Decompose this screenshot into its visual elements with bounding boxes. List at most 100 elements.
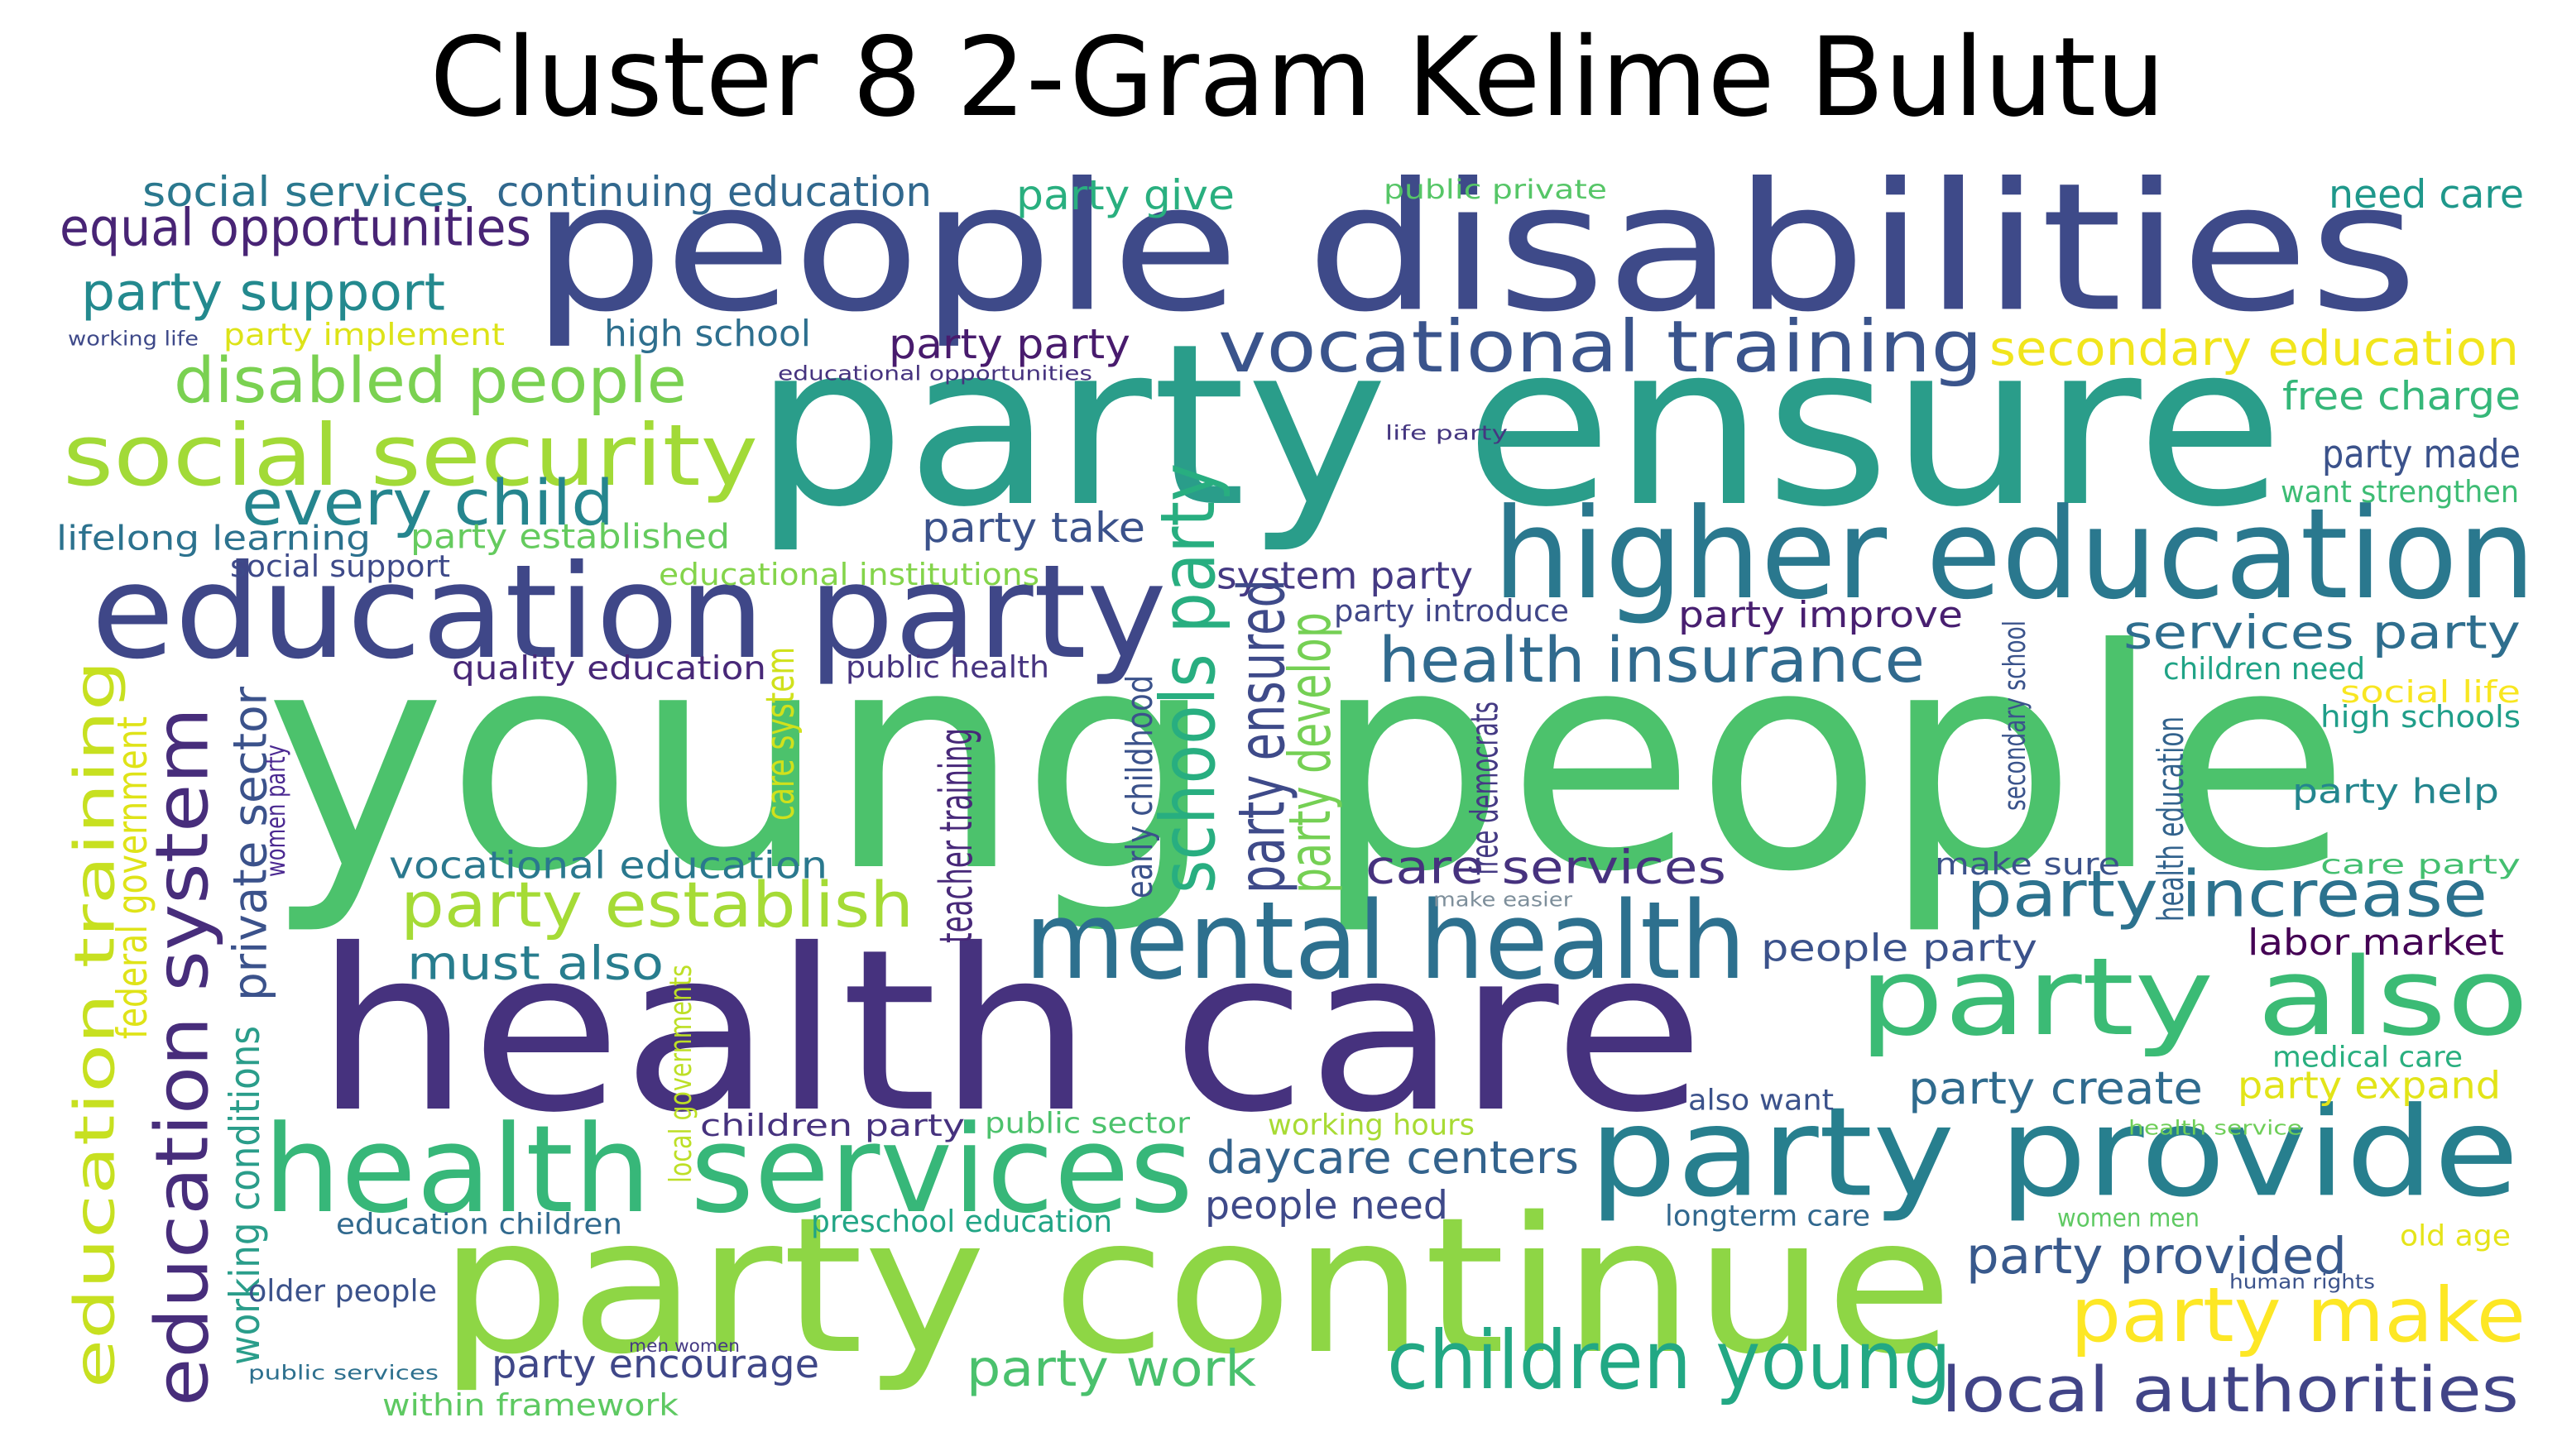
cloud-word: schools party <box>1145 463 1232 893</box>
cloud-word: social support <box>230 548 450 584</box>
cloud-word: continuing education <box>497 168 932 216</box>
cloud-word: people disabilities <box>531 146 2418 351</box>
cloud-word: make easier <box>1433 888 1572 912</box>
cloud-word: human rights <box>2229 1271 2375 1294</box>
cloud-word: party support <box>81 261 445 322</box>
cloud-word: need care <box>2329 172 2524 218</box>
cloud-word: higher education <box>1493 481 2536 627</box>
cloud-word: party ensured <box>1226 579 1300 893</box>
cloud-word: education party <box>91 537 1167 687</box>
cloud-word: also want <box>1688 1085 1834 1118</box>
cloud-title: Cluster 8 2-Gram Kelime Bulutu <box>429 14 2166 141</box>
cloud-word: free democrats <box>1463 702 1507 875</box>
cloud-word: care party <box>2320 849 2521 880</box>
cloud-word: vocational training <box>1218 306 1983 389</box>
cloud-word: preschool education <box>811 1204 1112 1239</box>
cloud-word: want strengthen <box>2281 474 2519 510</box>
cloud-word: education training <box>63 660 127 1388</box>
cloud-word: health education <box>2151 716 2192 922</box>
cloud-word: people party <box>1761 927 2037 970</box>
cloud-word: party develop <box>1278 612 1344 893</box>
cloud-word: public private <box>1384 174 1607 205</box>
cloud-word: party provide <box>1589 1081 2519 1224</box>
cloud-word: working hours <box>1268 1109 1475 1142</box>
cloud-word: health care <box>314 901 1705 1161</box>
cloud-word: care services <box>1365 841 1726 895</box>
cloud-word: care system <box>758 647 804 821</box>
cloud-word: educational institutions <box>659 557 1039 592</box>
cloud-word: local authorities <box>1941 1353 2519 1426</box>
cloud-word: system party <box>1216 554 1473 598</box>
cloud-word: make sure <box>1935 846 2120 882</box>
cloud-word: young people <box>265 584 2350 938</box>
cloud-word: early childhood <box>1120 675 1161 898</box>
cloud-word: party establish <box>401 869 914 941</box>
cloud-word: local governments <box>663 965 698 1183</box>
cloud-word: children need <box>2163 651 2365 687</box>
cloud-word: private sector <box>224 686 278 1001</box>
cloud-word: social life <box>2340 674 2521 710</box>
cloud-word: working life <box>68 328 199 351</box>
cloud-word: party continue <box>439 1177 1953 1396</box>
cloud-word: daycare centers <box>1207 1132 1579 1184</box>
cloud-word: party give <box>1016 171 1235 219</box>
cloud-word: party create <box>1908 1062 2203 1114</box>
cloud-word: equal opportunities <box>60 197 531 257</box>
cloud-word: party work <box>967 1340 1256 1398</box>
cloud-word: teacher training <box>930 728 982 943</box>
cloud-word: quality education <box>452 650 766 687</box>
cloud-word: longterm care <box>1665 1200 1870 1233</box>
cloud-word: secondary school <box>1997 620 2032 811</box>
cloud-word: party increase <box>1966 858 2488 932</box>
cloud-word: must also <box>407 937 664 991</box>
cloud-word: party party <box>889 320 1130 368</box>
cloud-word: health service <box>2128 1117 2302 1140</box>
cloud-word: party help <box>2292 771 2499 811</box>
cloud-word: lifelong learning <box>56 518 371 558</box>
cloud-word: public health <box>846 649 1049 685</box>
cloud-word: public services <box>248 1362 439 1385</box>
cloud-word: party established <box>410 516 730 556</box>
cloud-word: health insurance <box>1379 624 1925 697</box>
cloud-word: services party <box>2123 606 2521 660</box>
cloud-word: vocational education <box>389 844 828 888</box>
cloud-word: old age <box>2400 1220 2511 1253</box>
cloud-word: people need <box>1205 1183 1448 1228</box>
cloud-word: medical care <box>2272 1042 2463 1075</box>
cloud-word: educational opportunities <box>778 362 1092 386</box>
cloud-word: women men <box>2057 1204 2200 1233</box>
cloud-word: education system <box>140 707 225 1406</box>
cloud-word: men women <box>629 1336 740 1357</box>
cloud-word: party improve <box>1678 595 1963 636</box>
cloud-word: secondary education <box>1989 320 2519 376</box>
cloud-word: party provided <box>1966 1228 2347 1286</box>
cloud-word: party also <box>1859 935 2529 1060</box>
cloud-word: social security <box>63 407 758 505</box>
cloud-word: children young <box>1387 1314 1951 1407</box>
cloud-word: working conditions <box>221 1026 269 1365</box>
cloud-word: party take <box>922 504 1145 552</box>
cloud-word: party implement <box>223 317 505 352</box>
cloud-word: labor market <box>2248 922 2504 964</box>
cloud-word: social services <box>142 168 468 216</box>
cloud-word: federal government <box>108 716 156 1039</box>
cloud-word: every child <box>242 467 614 539</box>
cloud-word: public sector <box>985 1108 1191 1141</box>
cloud-word: education children <box>336 1209 622 1242</box>
cloud-word: party introduce <box>1334 593 1569 629</box>
cloud-word: children party <box>700 1108 965 1143</box>
cloud-word: health services <box>263 1100 1193 1240</box>
cloud-word: free charge <box>2282 374 2521 419</box>
cloud-word: party expand <box>2238 1064 2501 1108</box>
cloud-word: within framework <box>382 1387 679 1423</box>
cloud-word: party make <box>2070 1272 2526 1359</box>
cloud-word: party made <box>2322 432 2521 477</box>
cloud-word: high school <box>604 314 811 355</box>
cloud-word: women party <box>260 745 291 877</box>
cloud-word: party encourage <box>492 1342 819 1387</box>
cloud-word: older people <box>248 1273 437 1309</box>
cloud-word: mental health <box>1024 879 1746 1003</box>
cloud-word: life party <box>1385 422 1508 445</box>
